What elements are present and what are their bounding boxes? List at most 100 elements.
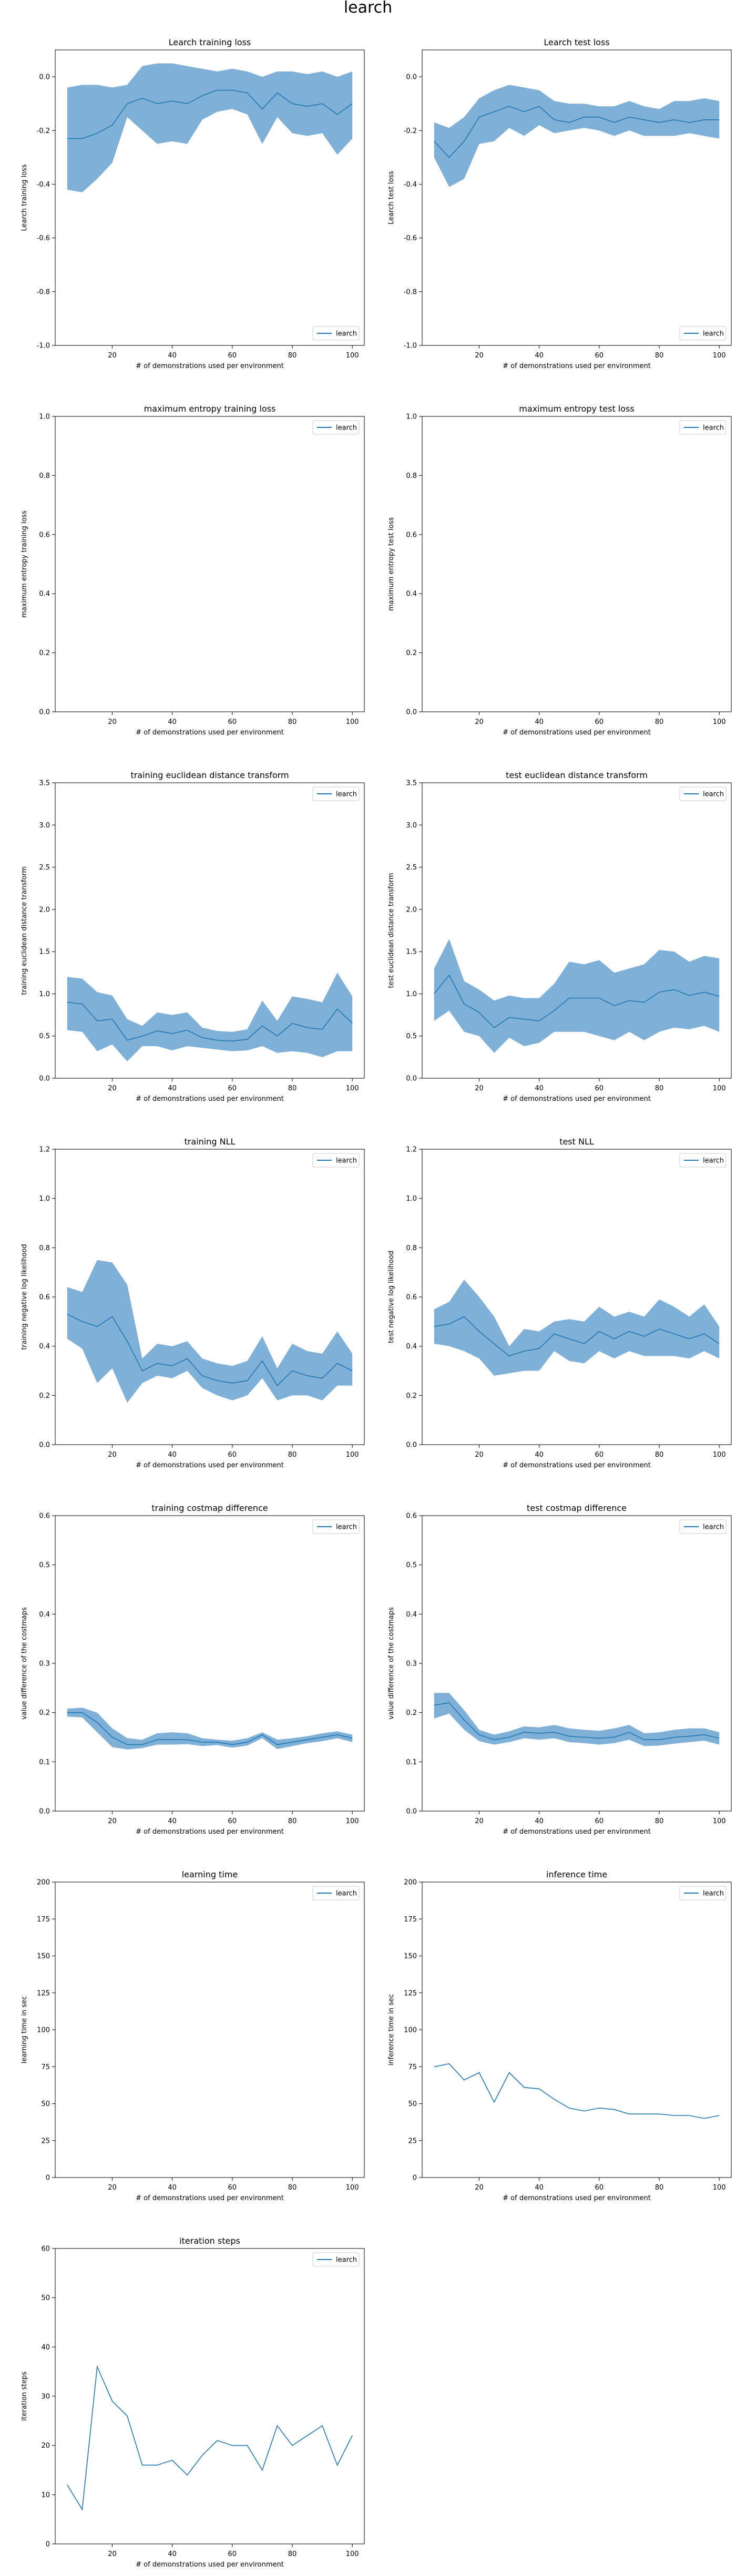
y-tick-label: 1.0 (406, 990, 417, 998)
y-tick-label: -0.2 (37, 127, 50, 135)
series-line-1 (67, 89, 353, 139)
y-tick-label: 40 (41, 2344, 50, 2352)
y-tick-label: 1.5 (39, 948, 50, 956)
y-tick-label: -0.6 (404, 234, 417, 242)
y-axis-label: Learch training loss (21, 164, 28, 231)
x-tick-label: 40 (535, 352, 544, 360)
x-tick-label: 20 (475, 718, 484, 726)
y-tick-label: 0.4 (39, 590, 50, 598)
y-tick-label: 175 (37, 1916, 50, 1924)
x-tick-label: 40 (168, 718, 177, 726)
x-tick-label: 40 (535, 2184, 544, 2192)
x-tick-label: 100 (713, 352, 726, 360)
legend-box (679, 1519, 727, 1534)
x-tick-label: 60 (595, 2184, 604, 2192)
x-tick-label: 80 (655, 718, 664, 726)
y-tick-label: 50 (41, 2100, 50, 2108)
y-axis-label: maximum entropy training loss (21, 510, 28, 618)
y-tick-label: 0 (46, 2174, 50, 2182)
y-tick-label: 0.5 (39, 1561, 50, 1569)
legend-label: learch (336, 1157, 357, 1165)
y-axis-label: inference time in sec (387, 1994, 395, 2066)
y-tick-label: 200 (404, 1879, 417, 1887)
x-tick-label: 20 (475, 352, 484, 360)
subplot-6: 20 40 60 80 100 0.0 0.5 1.0 1.5 2.0 2.5 3.0 3.5 test … (387, 770, 732, 1103)
legend: learch (679, 1886, 727, 1900)
y-tick-label: 0.0 (39, 74, 50, 81)
y-tick-label: 3.5 (406, 780, 417, 788)
x-tick-label: 80 (288, 1817, 297, 1825)
series-line-1 (67, 2365, 353, 2511)
x-tick-label: 40 (168, 1451, 177, 1459)
confidence-band-1 (434, 939, 720, 1053)
y-tick-label: 30 (41, 2393, 50, 2401)
subplot-11: 20 40 60 80 100 0 25 50 75 100 125 150 175 200 learnin… (21, 1869, 365, 2202)
y-tick-label: 0.5 (39, 1033, 50, 1040)
x-tick-label: 80 (288, 2184, 297, 2192)
plot-frame (422, 782, 732, 1079)
x-tick-label: 20 (108, 2550, 117, 2558)
x-tick-label: 40 (168, 2550, 177, 2558)
x-tick-label: 80 (288, 718, 297, 726)
x-tick-label: 40 (168, 1085, 177, 1092)
y-tick-label: 0.4 (406, 1611, 417, 1619)
y-tick-label: 2.5 (406, 864, 417, 872)
y-tick-label: -0.8 (404, 288, 417, 296)
series-line-1 (434, 974, 720, 1028)
subplot-4: 20 40 60 80 100 0.0 0.2 0.4 0.6 0.8 1.0 maximum ent… (387, 404, 732, 737)
y-tick-label: 0.0 (406, 1808, 417, 1816)
y-tick-label: -0.8 (37, 288, 50, 296)
plot-frame (55, 1515, 365, 1812)
x-tick-label: 20 (108, 1085, 117, 1092)
x-axis-label: # of demonstrations used per environment (503, 2194, 651, 2202)
series-line-1 (434, 1316, 720, 1357)
chart-title: maximum entropy training loss (144, 404, 276, 414)
x-tick-label: 80 (655, 352, 664, 360)
chart-title: learning time (182, 1869, 238, 1879)
x-tick-label: 20 (475, 1451, 484, 1459)
x-tick-label: 40 (168, 1817, 177, 1825)
legend: learch (679, 1153, 727, 1168)
y-tick-label: 0.4 (39, 1611, 50, 1619)
x-tick-label: 20 (475, 1817, 484, 1825)
y-axis-label: iteration steps (21, 2371, 28, 2421)
y-tick-label: 0.0 (406, 74, 417, 81)
x-tick-label: 40 (535, 1451, 544, 1459)
y-tick-label: 50 (408, 2100, 417, 2108)
y-tick-label: 0.0 (39, 709, 50, 717)
x-tick-label: 60 (228, 1085, 237, 1092)
subplot-8: 20 40 60 80 100 0.0 0.2 0.4 0.6 0.8 1.0 1.2 test NLL… (387, 1137, 732, 1469)
confidence-band-1 (434, 1280, 720, 1376)
x-tick-label: 60 (595, 718, 604, 726)
x-tick-label: 80 (288, 2550, 297, 2558)
y-tick-label: 150 (37, 1953, 50, 1960)
x-tick-label: 80 (655, 2184, 664, 2192)
legend-box (312, 1153, 360, 1168)
y-tick-label: 0.6 (39, 1512, 50, 1520)
legend-box (679, 1886, 727, 1900)
plot-frame (55, 49, 365, 346)
legend: learch (312, 1153, 360, 1168)
legend-box (312, 1519, 360, 1534)
x-tick-label: 20 (475, 1085, 484, 1092)
y-tick-label: 1.0 (39, 990, 50, 998)
y-axis-label: value difference of the costmaps (21, 1607, 28, 1720)
confidence-band-1 (67, 973, 353, 1061)
subplot-12: 20 40 60 80 100 0 25 50 75 100 125 150 175 200 inferen… (387, 1869, 732, 2202)
y-tick-label: 0.0 (406, 1075, 417, 1083)
legend-label: learch (703, 330, 724, 338)
y-tick-label: 0.0 (406, 709, 417, 717)
plot-frame (55, 782, 365, 1079)
legend-label: learch (336, 791, 357, 799)
y-tick-label: 2.0 (39, 906, 50, 914)
y-tick-label: 0.0 (406, 1442, 417, 1449)
x-tick-label: 60 (228, 1817, 237, 1825)
series-line-1 (67, 1001, 353, 1042)
y-tick-label: 0.8 (406, 1244, 417, 1252)
y-tick-label: 0.6 (406, 1294, 417, 1302)
x-axis-label: # of demonstrations used per environment (503, 729, 651, 737)
legend-label: learch (336, 2256, 357, 2264)
legend: learch (312, 326, 360, 341)
confidence-band-1 (67, 1260, 353, 1403)
